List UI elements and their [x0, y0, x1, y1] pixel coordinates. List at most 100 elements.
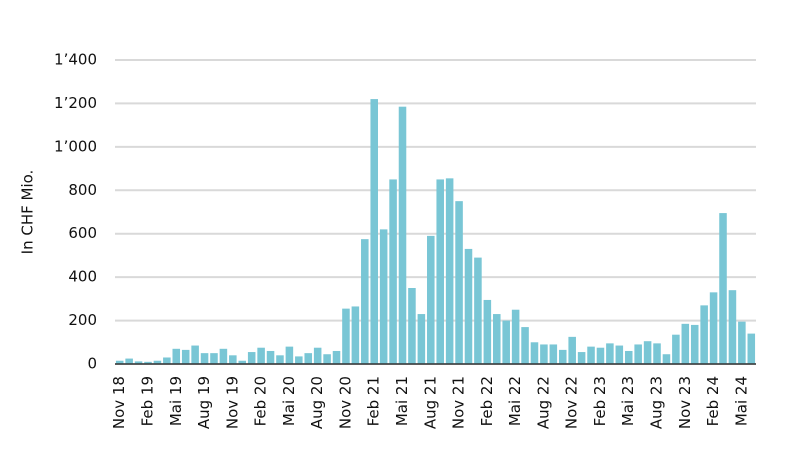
- bar: [417, 314, 426, 364]
- bar: [483, 299, 492, 364]
- bar: [134, 361, 143, 364]
- bar: [219, 348, 228, 364]
- bar: [738, 321, 746, 364]
- x-tick-label: Feb 20: [252, 376, 270, 426]
- bar: [445, 178, 454, 364]
- bar: [747, 333, 756, 364]
- bar: [125, 358, 133, 364]
- x-tick-label: Nov 23: [676, 376, 694, 429]
- bar: [351, 306, 360, 364]
- y-axis-title: In CHF Mio.: [19, 170, 37, 255]
- x-tick-label: Nov 19: [223, 376, 241, 429]
- bar: [115, 360, 124, 364]
- bar: [379, 229, 388, 364]
- bar: [690, 324, 699, 364]
- x-tick-label: Nov 22: [563, 376, 581, 429]
- bar: [615, 345, 624, 364]
- bar: [370, 99, 378, 364]
- x-tick-label: Aug 21: [421, 376, 439, 429]
- bar: [634, 344, 642, 364]
- x-tick-label: Aug 22: [534, 376, 552, 429]
- bar: [455, 201, 463, 364]
- bar: [643, 341, 652, 364]
- x-tick-label: Feb 21: [365, 376, 383, 426]
- y-tick-label: 200: [68, 311, 97, 329]
- bar: [285, 346, 294, 364]
- bar: [172, 348, 181, 364]
- x-tick-label: Mai 19: [167, 376, 185, 426]
- y-tick-label: 0: [87, 355, 97, 373]
- y-tick-label: 1’200: [54, 94, 97, 112]
- y-tick-label: 1’400: [54, 51, 97, 69]
- x-tick-label: Mai 21: [393, 376, 411, 426]
- bar: [709, 292, 718, 364]
- bar: [624, 350, 633, 364]
- x-tick-label: Feb 19: [138, 376, 156, 426]
- bar: [530, 342, 539, 364]
- x-tick-label: Aug 19: [195, 376, 213, 429]
- x-tick-label: Nov 20: [336, 376, 354, 429]
- x-tick-label: Nov 18: [110, 376, 128, 429]
- bar: [398, 106, 407, 364]
- bar: [493, 314, 501, 364]
- bar: [276, 355, 284, 364]
- bar: [662, 354, 671, 364]
- bar: [502, 320, 510, 364]
- x-tick-label: Aug 20: [308, 376, 326, 429]
- bar: [323, 354, 331, 364]
- bar: [163, 357, 171, 364]
- x-tick-label: Feb 22: [478, 376, 496, 426]
- bar: [558, 349, 567, 364]
- bar: [511, 309, 520, 364]
- bar: [295, 356, 303, 364]
- bar: [200, 353, 209, 364]
- bar: [568, 336, 576, 364]
- bar: [238, 360, 247, 364]
- bar: [427, 235, 435, 364]
- bar: [549, 344, 558, 364]
- bar: [700, 305, 708, 364]
- bar: [332, 350, 341, 364]
- bar: [408, 288, 416, 364]
- bar: [181, 349, 190, 364]
- bar: [606, 343, 614, 364]
- bar: [521, 327, 529, 364]
- y-tick-label: 400: [68, 268, 97, 286]
- x-tick-label: Mai 20: [280, 376, 298, 426]
- y-tick-label: 800: [68, 181, 97, 199]
- bar: [304, 353, 313, 364]
- bar: [361, 239, 369, 364]
- bar: [540, 344, 548, 364]
- x-tick-label: Feb 23: [591, 376, 609, 426]
- bar: [266, 350, 275, 364]
- bar: [464, 248, 473, 364]
- x-tick-label: Mai 22: [506, 376, 524, 426]
- bar: [342, 308, 350, 364]
- bar: [728, 290, 737, 364]
- x-tick-label: Mai 24: [732, 376, 750, 426]
- bar: [474, 257, 482, 364]
- bar: [672, 334, 680, 364]
- x-tick-label: Aug 23: [648, 376, 666, 429]
- bar: [596, 347, 605, 364]
- bar: [144, 361, 152, 364]
- bar: [247, 352, 256, 364]
- x-tick-label: Mai 23: [619, 376, 637, 426]
- bar: [681, 323, 690, 364]
- bar: [210, 353, 218, 364]
- bar: [719, 213, 727, 364]
- y-tick-label: 600: [68, 224, 97, 242]
- x-tick-label: Nov 21: [450, 376, 468, 429]
- bar: [653, 343, 661, 364]
- bar: [153, 360, 162, 364]
- bar: [229, 355, 237, 364]
- y-tick-label: 1’000: [54, 137, 97, 155]
- bar: [436, 179, 444, 364]
- bar: [257, 347, 265, 364]
- bar: [191, 345, 199, 364]
- bar: [577, 352, 586, 364]
- bar: [389, 179, 397, 364]
- bar: [587, 346, 595, 364]
- x-tick-label: Feb 24: [704, 376, 722, 426]
